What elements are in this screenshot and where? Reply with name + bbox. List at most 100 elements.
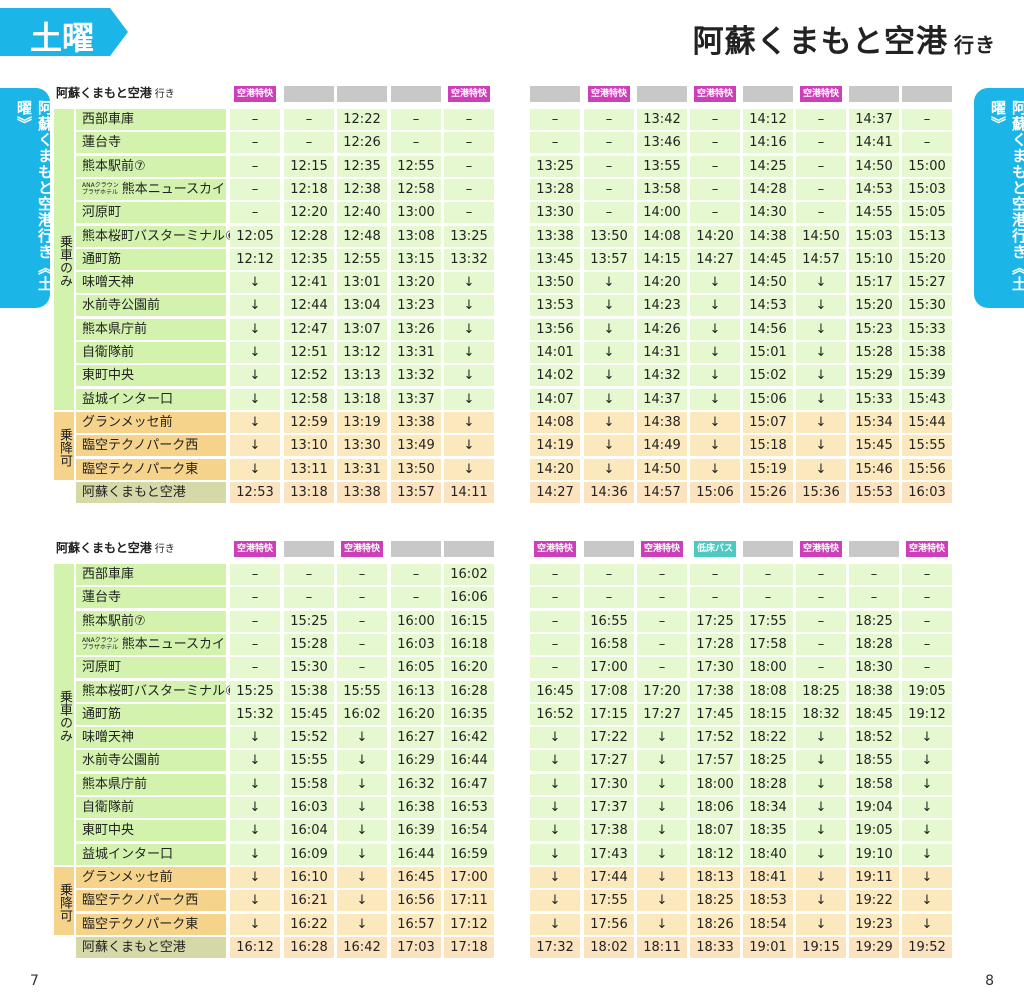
time-cell: 16:42 bbox=[337, 936, 387, 958]
time-cell: 15:03 bbox=[849, 225, 899, 247]
time-cell: – bbox=[284, 587, 334, 609]
time-cell: 13:32 bbox=[444, 248, 494, 270]
stop-name: グランメッセ前 bbox=[76, 411, 226, 433]
time-cell: – bbox=[530, 587, 580, 609]
time-cell: 14:28 bbox=[743, 178, 793, 200]
time-cell: 17:55 bbox=[743, 610, 793, 632]
pass-arrow: ↓ bbox=[337, 750, 387, 772]
time-cell: 15:07 bbox=[743, 411, 793, 433]
time-cell: 16:45 bbox=[391, 866, 441, 888]
stop-name: 東町中央 bbox=[76, 365, 226, 387]
time-cell: 14:02 bbox=[530, 365, 580, 387]
time-cell: 16:18 bbox=[444, 633, 494, 655]
time-cell: 13:42 bbox=[637, 109, 687, 130]
time-cell: 16:27 bbox=[391, 727, 441, 749]
pass-arrow: ↓ bbox=[444, 295, 494, 317]
column-header-plain bbox=[284, 541, 334, 557]
time-cell: 14:53 bbox=[849, 178, 899, 200]
time-cell: – bbox=[230, 587, 280, 609]
time-cell: 13:13 bbox=[337, 365, 387, 387]
pass-arrow: ↓ bbox=[530, 750, 580, 772]
time-cell: 12:15 bbox=[284, 155, 334, 177]
time-cell: 19:15 bbox=[796, 936, 846, 958]
time-cell: 14:19 bbox=[530, 435, 580, 457]
time-cell: 16:44 bbox=[444, 750, 494, 772]
pass-arrow: ↓ bbox=[530, 727, 580, 749]
time-cell: 16:00 bbox=[391, 610, 441, 632]
time-cell: 17:12 bbox=[444, 913, 494, 935]
time-cell: 18:00 bbox=[743, 657, 793, 679]
table-title-suffix: 行き bbox=[154, 89, 175, 100]
time-cell: 16:28 bbox=[444, 680, 494, 702]
time-cell: 18:00 bbox=[690, 773, 740, 795]
group-label-board-alight: 乗降可 bbox=[54, 866, 74, 935]
stop-name: 味噌天神 bbox=[76, 272, 226, 294]
time-cell: – bbox=[902, 132, 952, 154]
time-cell: 12:44 bbox=[284, 295, 334, 317]
stop-name-text: 西部車庫 bbox=[82, 112, 135, 127]
pass-arrow: ↓ bbox=[530, 820, 580, 842]
time-cell: 16:52 bbox=[530, 703, 580, 725]
time-cell: 15:45 bbox=[849, 435, 899, 457]
time-cell: – bbox=[230, 202, 280, 224]
pass-arrow: ↓ bbox=[230, 318, 280, 340]
column-header-plain bbox=[444, 541, 494, 557]
time-cell: 12:55 bbox=[391, 155, 441, 177]
time-cell: – bbox=[530, 109, 580, 130]
pass-arrow: ↓ bbox=[796, 318, 846, 340]
time-cell: – bbox=[284, 132, 334, 154]
time-cell: 13:11 bbox=[284, 458, 334, 480]
time-cell: – bbox=[902, 657, 952, 679]
time-cell: 15:52 bbox=[284, 727, 334, 749]
time-cell: 16:03 bbox=[391, 633, 441, 655]
time-cell: 14:50 bbox=[637, 458, 687, 480]
pass-arrow: ↓ bbox=[444, 272, 494, 294]
time-cell: 16:55 bbox=[584, 610, 634, 632]
time-cell: – bbox=[690, 202, 740, 224]
time-cell: 18:35 bbox=[743, 820, 793, 842]
time-cell: 16:44 bbox=[391, 843, 441, 865]
time-cell: – bbox=[637, 564, 687, 585]
time-cell: – bbox=[584, 564, 634, 585]
time-cell: 18:22 bbox=[743, 727, 793, 749]
time-cell: 15:29 bbox=[849, 365, 899, 387]
stop-name-text: 水前寺公園前 bbox=[82, 298, 161, 314]
time-cell: 13:20 bbox=[391, 272, 441, 294]
time-cell: 12:51 bbox=[284, 342, 334, 363]
column-header-plain bbox=[391, 86, 441, 102]
time-cell: 15:25 bbox=[284, 610, 334, 632]
time-cell: 16:38 bbox=[391, 797, 441, 818]
time-cell: 13:38 bbox=[337, 481, 387, 503]
stop-name-text: 自衛隊前 bbox=[82, 800, 135, 815]
pass-arrow: ↓ bbox=[584, 365, 634, 387]
time-cell: 13:46 bbox=[637, 132, 687, 154]
time-cell: 15:39 bbox=[902, 365, 952, 387]
time-cell: 14:36 bbox=[584, 481, 634, 503]
column-header-express: 空港特快 bbox=[906, 541, 948, 557]
time-cell: 17:11 bbox=[444, 890, 494, 912]
pass-arrow: ↓ bbox=[337, 820, 387, 842]
time-cell: 14:30 bbox=[743, 202, 793, 224]
stop-name-text: 熊本県庁前 bbox=[82, 776, 148, 792]
stop-name-text: 蓮台寺 bbox=[82, 135, 122, 151]
pass-arrow: ↓ bbox=[337, 866, 387, 888]
time-cell: 17:32 bbox=[530, 936, 580, 958]
time-cell: 16:39 bbox=[391, 820, 441, 842]
stop-name: ANAクラウン プラザホテル 熊本ニュースカイ bbox=[76, 178, 226, 200]
side-tab-right-label: 阿蘇くまもと空港行き《土曜》 bbox=[989, 100, 1024, 292]
time-cell: – bbox=[337, 564, 387, 585]
time-cell: 19:22 bbox=[849, 890, 899, 912]
time-cell: 17:27 bbox=[637, 703, 687, 725]
time-cell: 17:08 bbox=[584, 680, 634, 702]
time-cell: 16:04 bbox=[284, 820, 334, 842]
page-number-left: 7 bbox=[30, 973, 39, 989]
time-cell: 14:57 bbox=[637, 481, 687, 503]
stop-name-text: 熊本桜町バスターミナル⑥ bbox=[82, 228, 237, 244]
stop-name: ANAクラウン プラザホテル 熊本ニュースカイ bbox=[76, 633, 226, 655]
time-cell: 14:57 bbox=[796, 248, 846, 270]
time-cell: 14:31 bbox=[637, 342, 687, 363]
time-cell: 15:06 bbox=[743, 388, 793, 410]
time-cell: 13:12 bbox=[337, 342, 387, 363]
time-cell: – bbox=[391, 109, 441, 130]
time-cell: 18:32 bbox=[796, 703, 846, 725]
